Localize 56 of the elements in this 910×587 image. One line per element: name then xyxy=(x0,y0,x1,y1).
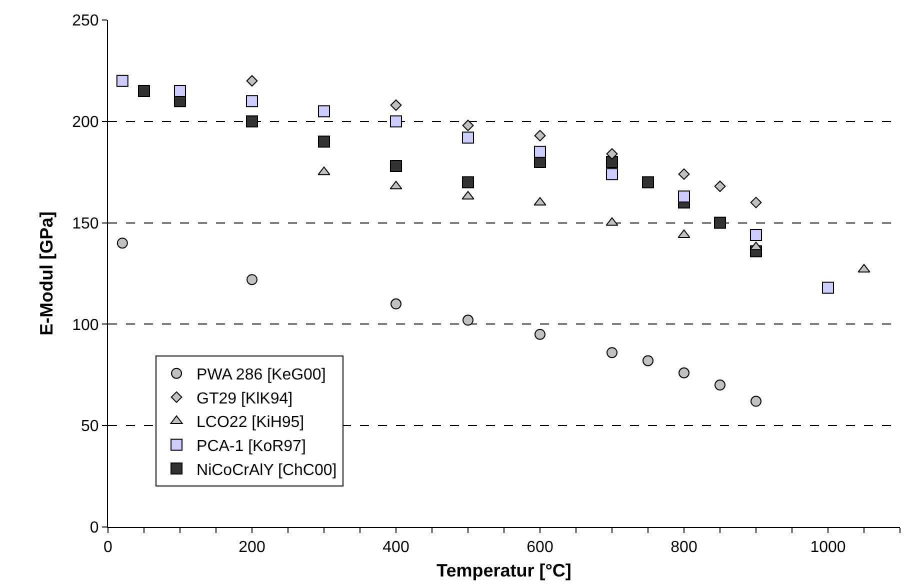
x-tick-label: 200 xyxy=(238,539,266,556)
point xyxy=(390,298,402,310)
point xyxy=(246,75,258,87)
point xyxy=(606,347,618,358)
point xyxy=(462,176,474,188)
point xyxy=(642,176,654,188)
legend-label: PWA 286 [KeG00] xyxy=(196,366,326,384)
point xyxy=(750,196,762,208)
point xyxy=(138,84,150,97)
point xyxy=(606,148,618,160)
x-tick-label: 1000 xyxy=(810,539,846,556)
point xyxy=(390,115,402,128)
point xyxy=(318,136,330,148)
y-tick-label: 50 xyxy=(81,418,99,436)
point xyxy=(116,238,128,249)
point xyxy=(678,168,690,180)
point xyxy=(462,314,474,326)
point xyxy=(534,130,546,142)
point xyxy=(534,328,546,340)
point xyxy=(246,95,258,108)
y-tick-label: 250 xyxy=(72,12,99,30)
y-tick-label: 100 xyxy=(72,316,99,334)
y-tick-label: 200 xyxy=(72,114,99,131)
point xyxy=(390,160,402,172)
point xyxy=(318,105,330,118)
y-tick-label: 0 xyxy=(90,520,99,537)
x-tick-label: 600 xyxy=(526,539,554,556)
point xyxy=(678,367,690,378)
point xyxy=(714,380,726,391)
point xyxy=(714,180,726,192)
x-tick-label: 0 xyxy=(104,539,113,556)
point xyxy=(116,74,128,87)
point xyxy=(714,216,726,229)
legend-label: LCO22 [KiH95] xyxy=(196,414,304,432)
x-tick-label: 400 xyxy=(382,539,410,556)
legend-label: PCA-1 [KoR97] xyxy=(196,438,306,455)
point xyxy=(642,355,654,366)
legend-label: GT29 [KlK94] xyxy=(196,390,293,408)
point xyxy=(390,99,402,111)
x-axis-title: Temperatur [°C] xyxy=(436,560,572,580)
point xyxy=(678,190,690,202)
point xyxy=(534,146,546,158)
point xyxy=(750,396,762,407)
point xyxy=(462,132,474,144)
point xyxy=(606,168,618,180)
point xyxy=(174,84,186,97)
y-tick-label: 150 xyxy=(72,215,99,232)
x-tick-label: 800 xyxy=(670,539,698,556)
point xyxy=(246,274,258,286)
point xyxy=(246,115,258,128)
point xyxy=(822,282,834,294)
y-axis-title: E-Modul [GPa] xyxy=(36,212,56,336)
point xyxy=(606,156,618,168)
legend-label: NiCoCrAlY [ChC00] xyxy=(196,462,337,479)
point xyxy=(462,120,474,132)
point xyxy=(750,228,762,241)
